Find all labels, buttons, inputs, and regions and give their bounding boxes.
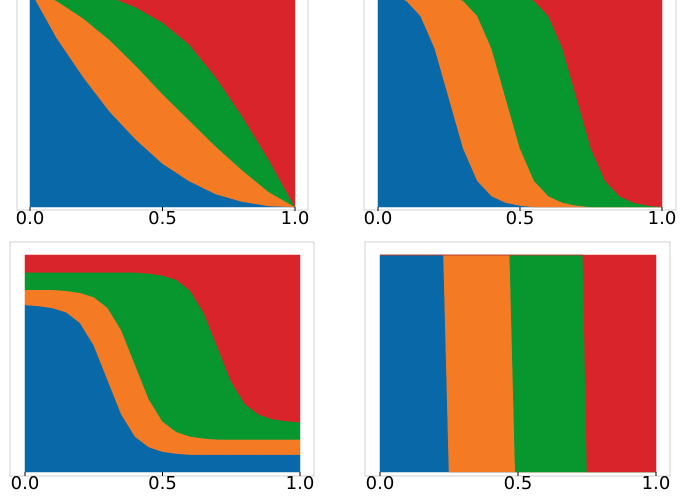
area <box>117 0 296 208</box>
x-tick-label: 0.0 <box>16 208 45 229</box>
area <box>531 0 663 208</box>
x-tick-label: 1.0 <box>648 208 677 229</box>
x-tick-label: 0.5 <box>504 473 533 494</box>
x-tick-label: 0.5 <box>148 473 177 494</box>
area <box>24 254 301 423</box>
x-tick-label: 0.5 <box>506 208 535 229</box>
x-tick-label: 1.0 <box>281 208 310 229</box>
x-tick-label: 0.0 <box>366 473 395 494</box>
x-tick-label: 0.0 <box>11 473 40 494</box>
x-tick-label: 1.0 <box>286 473 315 494</box>
x-tick-label: 0.5 <box>148 208 177 229</box>
x-tick-label: 1.0 <box>642 473 671 494</box>
area <box>380 254 657 473</box>
x-tick-label: 0.0 <box>364 208 393 229</box>
